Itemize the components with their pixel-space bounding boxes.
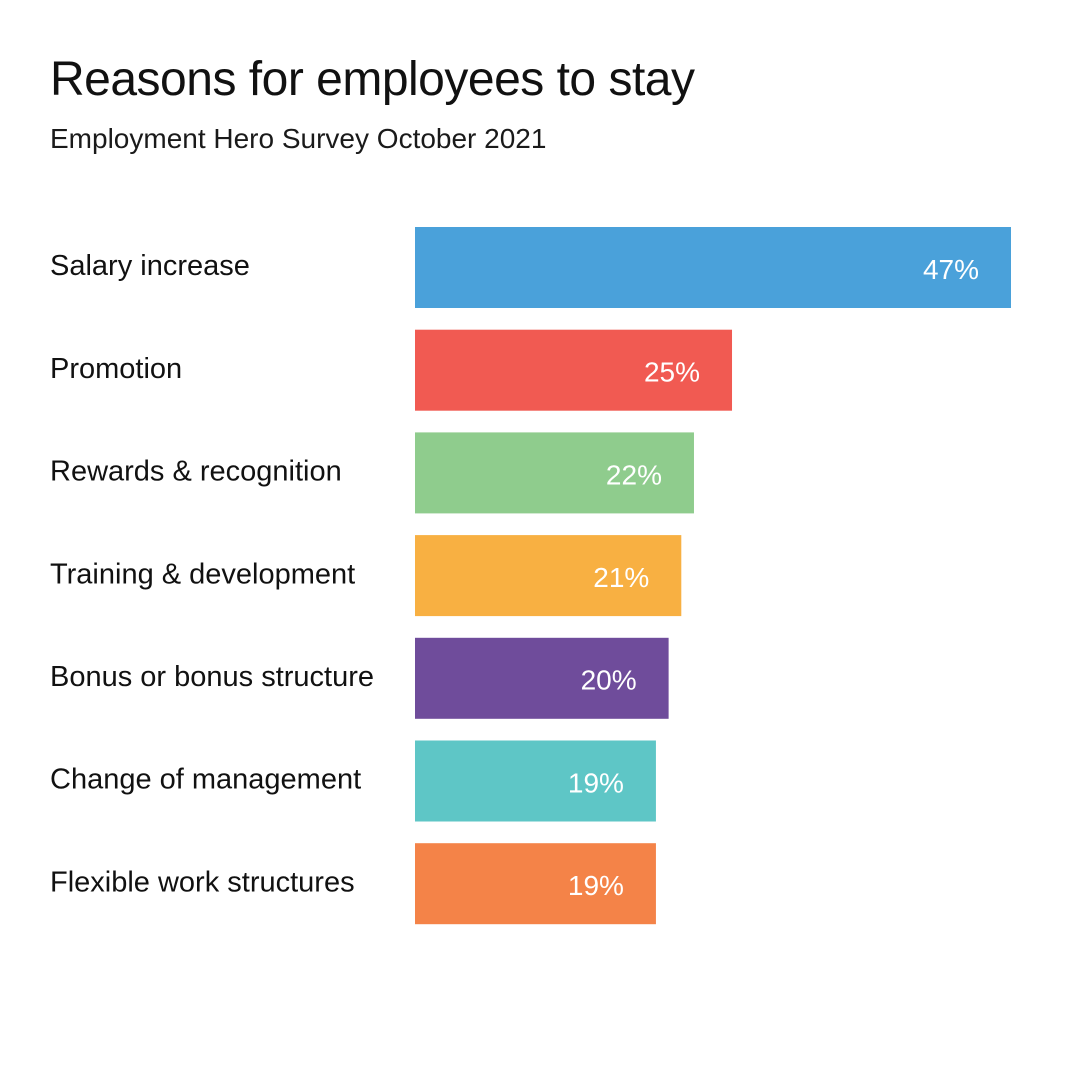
value-label: 47% (923, 254, 979, 285)
category-label: Promotion (50, 353, 182, 385)
bar-row: Change of management 19% (50, 740, 656, 822)
bar-row: Rewards & recognition 22% (50, 432, 694, 514)
value-label: 25% (644, 357, 700, 388)
bar (415, 637, 669, 719)
category-label: Flexible work structures (50, 866, 355, 898)
bar (415, 432, 694, 514)
bar-row: Promotion 25% (50, 329, 733, 411)
bar (415, 535, 682, 617)
bar (415, 740, 656, 822)
chart-subtitle: Employment Hero Survey October 2021 (50, 123, 547, 154)
value-label: 21% (593, 562, 649, 593)
value-label: 20% (581, 665, 637, 696)
bar (415, 329, 733, 411)
value-label: 19% (568, 767, 624, 798)
value-label: 22% (606, 459, 662, 490)
category-label: Change of management (50, 764, 361, 796)
category-label: Training & development (50, 558, 355, 590)
bar-row: Salary increase 47% (50, 227, 1011, 308)
bar-row: Training & development 21% (50, 535, 682, 617)
chart-title: Reasons for employees to stay (50, 53, 695, 106)
bar-row: Flexible work structures 19% (50, 843, 656, 925)
value-label: 19% (568, 870, 624, 901)
bar (415, 227, 1011, 308)
bar-row: Bonus or bonus structure 20% (50, 637, 669, 719)
category-label: Rewards & recognition (50, 456, 342, 488)
category-label: Salary increase (50, 250, 250, 282)
bar (415, 843, 656, 925)
category-label: Bonus or bonus structure (50, 661, 374, 693)
